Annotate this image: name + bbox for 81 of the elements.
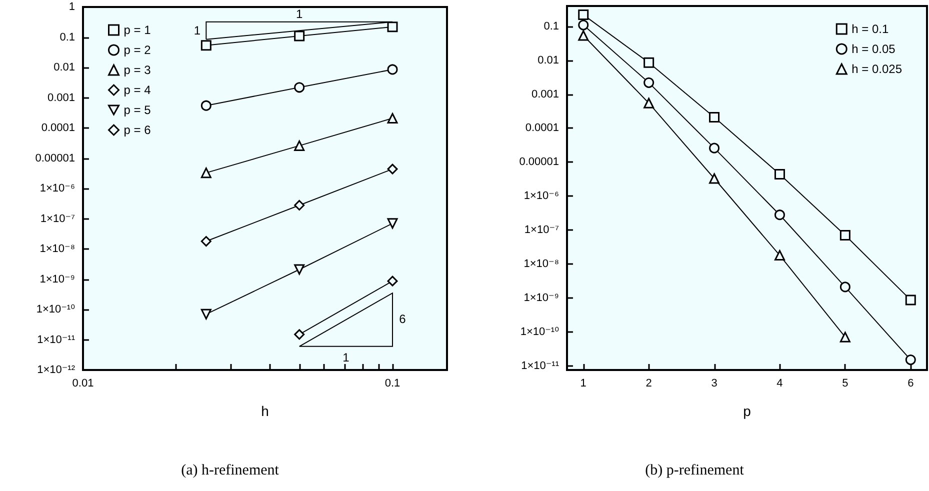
legend-label: p = 2 xyxy=(124,43,152,57)
point xyxy=(644,77,654,88)
point xyxy=(200,40,212,51)
point xyxy=(200,100,212,111)
point xyxy=(294,30,305,42)
annotation: 6 xyxy=(399,312,406,326)
annotation: 1 xyxy=(296,7,303,22)
point xyxy=(200,308,212,320)
point xyxy=(578,30,589,41)
x-tick-label: 5 xyxy=(842,378,848,390)
legend-label: h = 0.1 xyxy=(852,22,889,36)
y-tick-label: 0.00001 xyxy=(519,156,559,168)
y-tick-label: 1 xyxy=(68,1,75,13)
y-tick-label: 1×10⁻¹⁰ xyxy=(520,326,560,338)
legend-label: h = 0.05 xyxy=(852,42,896,56)
x-axis-title: h xyxy=(261,403,269,419)
y-tick-label: 1×10⁻¹² xyxy=(37,364,76,376)
y-tick-label: 1×10⁻⁹ xyxy=(40,273,75,286)
y-tick-label: 1×10⁻⁹ xyxy=(524,292,559,304)
y-tick-label: 1×10⁻⁶ xyxy=(40,182,75,194)
point xyxy=(387,164,398,174)
y-tick-label: 1×10⁻¹¹ xyxy=(37,334,76,346)
y-tick-label: 0.001 xyxy=(47,92,75,104)
x-tick-label: 2 xyxy=(646,378,652,390)
point xyxy=(774,210,785,220)
legend-label: p = 4 xyxy=(124,83,152,97)
legend-label: p = 3 xyxy=(124,63,152,77)
point xyxy=(578,10,589,20)
point xyxy=(294,82,305,93)
x-tick-label: 4 xyxy=(776,378,783,390)
y-tick-label: 1×10⁻⁷ xyxy=(40,212,76,225)
point xyxy=(840,332,850,342)
text: (a) h-refinement xyxy=(181,462,280,478)
y-tick-label: 0.0001 xyxy=(41,122,75,134)
point xyxy=(644,98,654,108)
point xyxy=(774,169,785,180)
point xyxy=(709,142,720,154)
text: (b) p-refinement xyxy=(645,462,745,478)
point xyxy=(387,22,398,32)
point xyxy=(294,264,305,275)
y-tick-label: 0.0001 xyxy=(525,122,559,134)
point xyxy=(294,140,305,151)
legend-label: h = 0.025 xyxy=(852,62,902,76)
point xyxy=(905,294,916,306)
point xyxy=(387,64,398,75)
x-tick-label: 3 xyxy=(711,378,718,390)
point xyxy=(200,236,212,247)
y-tick-label: 1×10⁻¹¹ xyxy=(521,360,560,372)
y-tick-label: 0.1 xyxy=(60,31,75,44)
x-tick-label: 0.01 xyxy=(72,378,94,390)
point xyxy=(387,113,398,124)
point xyxy=(200,168,212,178)
annotation: 1 xyxy=(342,350,350,365)
y-tick-label: 0.00001 xyxy=(35,152,75,164)
annotation: 1 xyxy=(194,23,201,38)
x-tick-label: 6 xyxy=(908,378,914,390)
y-tick-label: 0.001 xyxy=(531,88,559,100)
y-tick-label: 0.01 xyxy=(538,54,559,66)
y-tick-label: 1×10⁻⁷ xyxy=(524,224,560,236)
point xyxy=(840,230,850,241)
legend-label: p = 1 xyxy=(124,23,152,37)
legend-label: p = 6 xyxy=(124,123,152,137)
point xyxy=(578,20,589,30)
point xyxy=(294,200,305,210)
point xyxy=(709,173,720,184)
legend-label: p = 5 xyxy=(124,103,152,117)
point xyxy=(644,57,654,68)
y-tick-label: 0.01 xyxy=(54,62,75,74)
point xyxy=(387,218,398,229)
x-axis-title: p xyxy=(743,403,752,419)
y-tick-label: 1×10⁻¹⁰ xyxy=(36,304,76,316)
point xyxy=(840,282,850,292)
point xyxy=(774,250,785,261)
y-tick-label: 1×10⁻⁸ xyxy=(524,258,559,270)
y-tick-label: 0.1 xyxy=(544,20,559,32)
x-tick-label: 1 xyxy=(580,378,586,390)
y-tick-label: 1×10⁻⁶ xyxy=(524,190,559,202)
x-tick-label: 0.1 xyxy=(384,378,400,390)
point xyxy=(905,354,916,366)
y-tick-label: 1×10⁻⁸ xyxy=(40,243,75,255)
point xyxy=(709,112,720,123)
